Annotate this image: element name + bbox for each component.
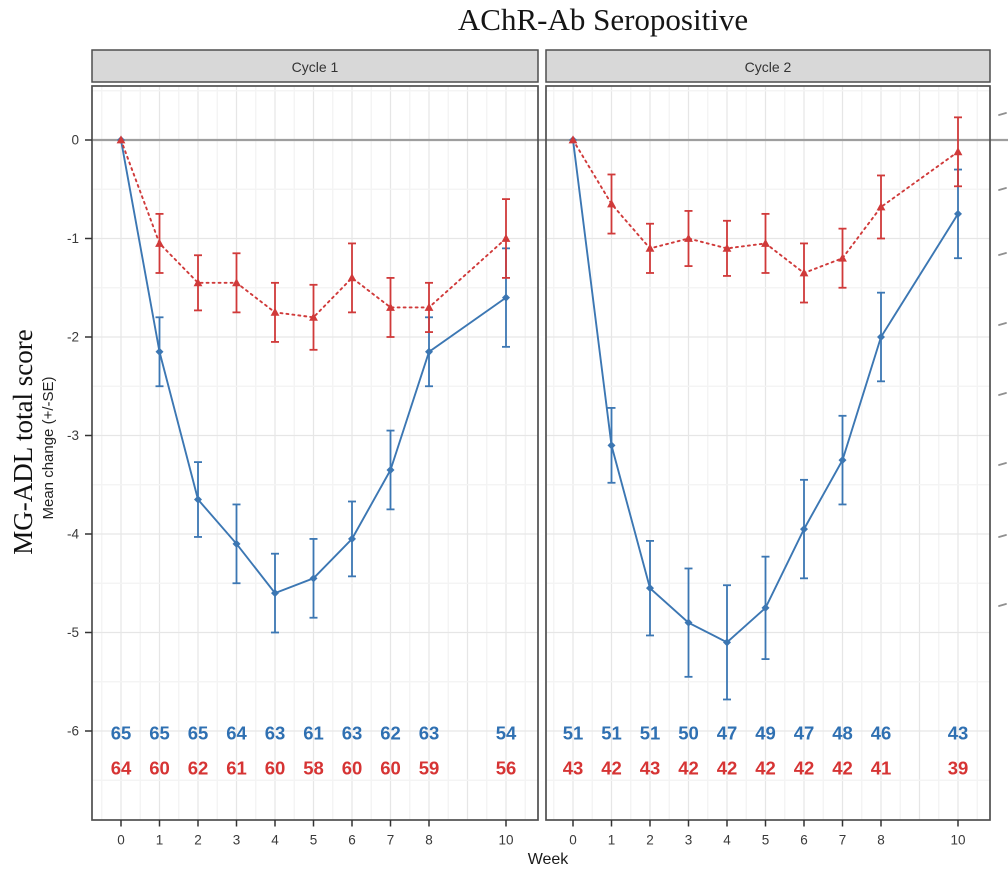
svg-text:46: 46 xyxy=(871,723,892,744)
svg-text:8: 8 xyxy=(877,833,885,848)
x-axis-label: Week xyxy=(527,851,569,868)
panel-2-series-red-dotted-triangle xyxy=(568,116,963,304)
panel-2-grid xyxy=(546,86,990,820)
svg-text:51: 51 xyxy=(640,723,661,744)
svg-text:4: 4 xyxy=(271,833,279,848)
panel-1-counts-blue: 65 65 65 64 63 61 63 62 63 54 xyxy=(111,723,517,744)
svg-text:56: 56 xyxy=(496,758,517,779)
svg-text:62: 62 xyxy=(188,758,209,779)
svg-text:3: 3 xyxy=(685,833,693,848)
svg-text:50: 50 xyxy=(678,723,699,744)
svg-text:65: 65 xyxy=(188,723,209,744)
svg-text:7: 7 xyxy=(839,833,847,848)
facet-strip-1 xyxy=(91,49,539,83)
panel-2-counts-red: 43 42 43 42 42 42 42 42 41 39 xyxy=(563,758,969,779)
svg-text:63: 63 xyxy=(419,723,440,744)
svg-text:6: 6 xyxy=(800,833,808,848)
svg-text:41: 41 xyxy=(871,758,892,779)
svg-text:47: 47 xyxy=(794,723,815,744)
svg-text:63: 63 xyxy=(342,723,363,744)
right-edge-crop-artifacts xyxy=(998,112,1007,607)
svg-text:-3: -3 xyxy=(67,428,79,443)
y-axis-ticks: 0 -1 -2 -3 -4 -5 -6 xyxy=(67,133,92,739)
svg-text:43: 43 xyxy=(640,758,661,779)
svg-text:10: 10 xyxy=(950,833,965,848)
svg-text:39: 39 xyxy=(948,758,969,779)
svg-text:59: 59 xyxy=(419,758,440,779)
svg-text:-2: -2 xyxy=(67,330,79,345)
svg-text:65: 65 xyxy=(149,723,170,744)
svg-text:3: 3 xyxy=(233,833,241,848)
svg-text:2: 2 xyxy=(194,833,202,848)
svg-text:48: 48 xyxy=(832,723,853,744)
svg-text:-4: -4 xyxy=(67,527,79,542)
chart-title: AChR-Ab Seropositive xyxy=(457,2,749,37)
svg-text:51: 51 xyxy=(601,723,622,744)
panel-1-frame: Cycle 10 1 2 3 4 5 6 7 8 10 xyxy=(91,49,539,848)
svg-text:0: 0 xyxy=(71,133,79,148)
svg-text:0: 0 xyxy=(117,833,125,848)
svg-text:42: 42 xyxy=(755,758,776,779)
svg-text:-1: -1 xyxy=(67,231,79,246)
svg-text:43: 43 xyxy=(948,723,969,744)
svg-text:1: 1 xyxy=(156,833,164,848)
svg-text:60: 60 xyxy=(149,758,170,779)
facet-strip-label-2: Cycle 2 xyxy=(745,59,792,75)
svg-text:58: 58 xyxy=(303,758,324,779)
svg-text:60: 60 xyxy=(380,758,401,779)
svg-text:60: 60 xyxy=(342,758,363,779)
svg-text:42: 42 xyxy=(717,758,738,779)
svg-text:5: 5 xyxy=(310,833,318,848)
panel-2-counts-blue: 51 51 51 50 47 49 47 48 46 43 xyxy=(563,723,969,744)
svg-text:63: 63 xyxy=(265,723,286,744)
svg-text:42: 42 xyxy=(794,758,815,779)
svg-text:-5: -5 xyxy=(67,625,79,640)
svg-text:1: 1 xyxy=(608,833,616,848)
svg-text:2: 2 xyxy=(646,833,654,848)
svg-text:-6: -6 xyxy=(67,724,79,739)
svg-text:7: 7 xyxy=(387,833,395,848)
svg-text:62: 62 xyxy=(380,723,401,744)
svg-text:0: 0 xyxy=(569,833,577,848)
panel-1-grid xyxy=(92,86,538,820)
svg-text:51: 51 xyxy=(563,723,584,744)
svg-text:61: 61 xyxy=(226,758,247,779)
svg-text:64: 64 xyxy=(111,758,132,779)
svg-text:4: 4 xyxy=(723,833,731,848)
svg-text:42: 42 xyxy=(601,758,622,779)
panel-2-series-blue-solid-diamond xyxy=(569,136,962,701)
svg-text:60: 60 xyxy=(265,758,286,779)
facet-strip-2 xyxy=(545,49,991,83)
svg-text:54: 54 xyxy=(496,723,517,744)
svg-text:6: 6 xyxy=(348,833,356,848)
svg-text:47: 47 xyxy=(717,723,738,744)
svg-text:8: 8 xyxy=(425,833,433,848)
svg-text:42: 42 xyxy=(678,758,699,779)
svg-text:65: 65 xyxy=(111,723,132,744)
panel-1-series-blue-solid-diamond xyxy=(117,136,510,634)
panel-1-series-red-dotted-triangle xyxy=(116,135,511,351)
panel-1-counts-red: 64 60 62 61 60 58 60 60 59 56 xyxy=(111,758,517,779)
svg-text:42: 42 xyxy=(832,758,853,779)
svg-text:10: 10 xyxy=(498,833,513,848)
facet-strip-label-1: Cycle 1 xyxy=(292,59,339,75)
svg-text:5: 5 xyxy=(762,833,770,848)
svg-text:43: 43 xyxy=(563,758,584,779)
svg-text:61: 61 xyxy=(303,723,324,744)
svg-text:49: 49 xyxy=(755,723,776,744)
panel-2-frame: Cycle 2 0 1 2 3 4 5 6 7 8 10 xyxy=(545,49,991,848)
svg-text:64: 64 xyxy=(226,723,247,744)
